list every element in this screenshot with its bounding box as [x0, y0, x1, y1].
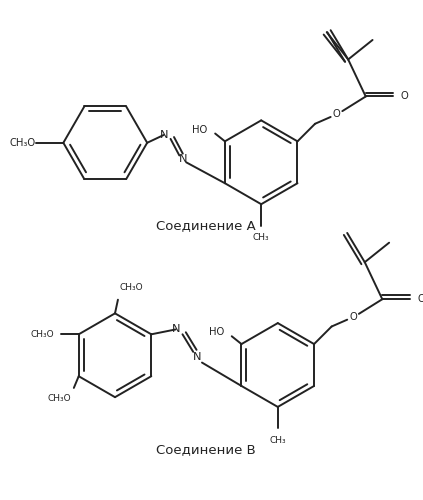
Text: O: O: [332, 109, 341, 119]
Text: Соединение B: Соединение B: [156, 444, 255, 456]
Text: CH₃O: CH₃O: [120, 283, 143, 292]
Text: CH₃O: CH₃O: [31, 330, 54, 339]
Text: CH₃: CH₃: [253, 234, 269, 242]
Text: CH₃O: CH₃O: [47, 394, 71, 403]
Text: Соединение A: Соединение A: [156, 219, 255, 232]
Text: N: N: [159, 130, 168, 140]
Text: O: O: [349, 312, 357, 322]
Text: HO: HO: [209, 328, 224, 338]
Text: CH₃: CH₃: [269, 436, 286, 445]
Text: CH₃O: CH₃O: [10, 138, 36, 148]
Text: N: N: [171, 324, 180, 334]
Text: O: O: [401, 92, 409, 102]
Text: HO: HO: [192, 124, 207, 134]
Text: N: N: [179, 154, 187, 164]
Text: N: N: [193, 352, 201, 362]
Text: O: O: [418, 294, 423, 304]
